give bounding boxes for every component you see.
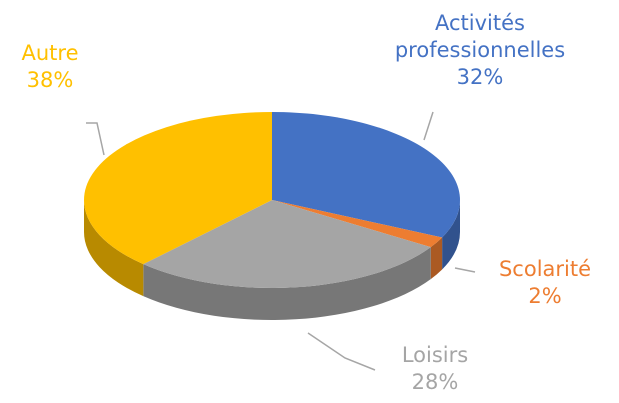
value-label: 38% — [26, 68, 74, 92]
leader-line — [454, 267, 476, 273]
leader-line — [86, 122, 105, 156]
category-label: Activités professionnelles — [394, 11, 566, 62]
value-label: 2% — [528, 284, 562, 308]
category-label: Autre — [21, 41, 79, 65]
value-label: 28% — [411, 370, 459, 394]
slice-side — [442, 200, 460, 270]
slice — [84, 112, 272, 265]
leader-line — [423, 111, 434, 141]
slice-label: Autre 38% — [0, 40, 100, 94]
slice — [272, 112, 460, 238]
category-label: Scolarité — [498, 257, 592, 281]
slice-label: Activités professionnelles 32% — [360, 10, 600, 91]
slice-side — [84, 200, 144, 297]
value-label: 32% — [456, 65, 504, 89]
leader-line — [307, 332, 376, 371]
slice-label: Loisirs 28% — [370, 342, 500, 396]
slice — [272, 200, 443, 248]
category-label: Loisirs — [401, 343, 469, 367]
slice — [143, 200, 431, 288]
slice-label: Scolarité 2% — [480, 256, 610, 310]
slice-side — [430, 237, 443, 280]
slice-side — [143, 247, 431, 320]
